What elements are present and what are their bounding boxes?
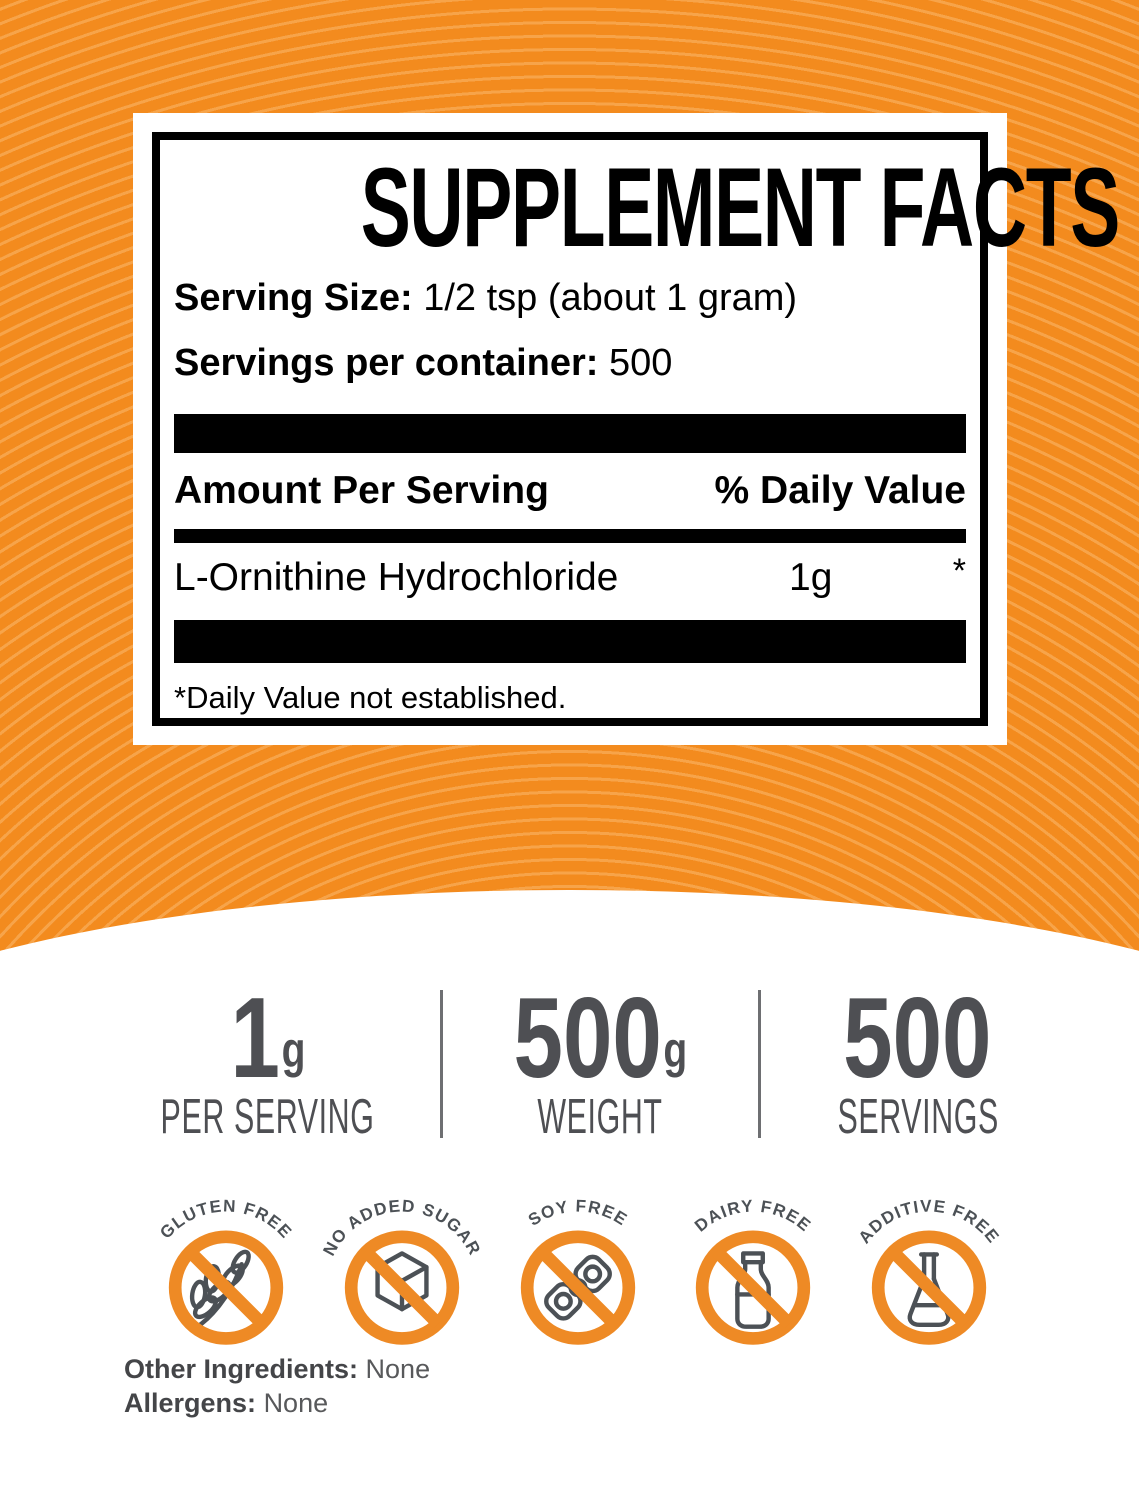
stats-row: 1g PER SERVING 500g WEIGHT 500 SERVINGS: [95, 975, 1075, 1145]
facts-panel-border: SUPPLEMENT FACTS Serving Size: 1/2 tsp (…: [152, 132, 1121, 726]
stat-divider: [440, 990, 444, 1138]
supplement-facts-card: SUPPLEMENT FACTS Serving Size: 1/2 tsp (…: [133, 113, 1121, 745]
prohibition-slash: [888, 1246, 970, 1329]
serving-size-label: Serving Size:: [174, 277, 413, 320]
prohibition-slash: [361, 1246, 443, 1329]
stat-number: 500g: [513, 975, 688, 1102]
badge-arc-label: NO ADDED SUGAR: [319, 1196, 484, 1259]
ingredient-daily-value: *: [952, 552, 966, 591]
other-ingredients-value: None: [365, 1354, 431, 1384]
allergens-value: None: [263, 1388, 329, 1418]
badge-arc-label: SOY FREE: [524, 1197, 630, 1230]
facts-header-row: Amount Per Serving % Daily Value: [174, 469, 966, 514]
amount-per-serving-header: Amount Per Serving: [174, 468, 549, 512]
badge-dairy-free: DAIRY FREE: [667, 1192, 839, 1352]
no-symbol-badge: SOY FREE: [520, 1197, 635, 1345]
ingredient-name: L-Ornithine Hydrochloride: [174, 556, 619, 600]
servings-label: Servings per container:: [174, 342, 599, 385]
stat-weight: 500g WEIGHT: [443, 975, 757, 1145]
prohibition-ring: [871, 1230, 987, 1345]
stat-divider: [757, 990, 761, 1138]
stat-number: 1g: [230, 975, 305, 1102]
allergens-line: Allergens: None: [124, 1386, 430, 1420]
divider-bar-thin: [174, 529, 966, 544]
prohibition-ring: [696, 1230, 811, 1345]
other-ingredients-line: Other Ingredients: None: [124, 1352, 430, 1386]
prohibition-ring: [520, 1230, 635, 1345]
no-symbol-badge: DAIRY FREE: [691, 1196, 815, 1345]
supplement-facts-title: SUPPLEMENT FACTS: [360, 145, 1121, 270]
stat-label: PER SERVING: [160, 1090, 375, 1145]
serving-size-value: 1/2 tsp (about 1 gram): [423, 277, 798, 320]
servings-per-container-line: Servings per container: 500: [174, 338, 966, 389]
ingredient-row: L-Ornithine Hydrochloride 1g *: [174, 553, 966, 600]
curved-white-section: [0, 890, 1139, 1230]
daily-value-footnote: *Daily Value not established.: [174, 680, 567, 716]
stat-number: 500: [842, 975, 992, 1102]
prohibition-ring: [168, 1230, 284, 1345]
stat-label: SERVINGS: [837, 1090, 999, 1145]
badge-no-added-sugar: NO ADDED SUGAR: [316, 1192, 488, 1352]
no-symbol-badge: NO ADDED SUGAR: [319, 1196, 484, 1345]
serving-size-line: Serving Size: 1/2 tsp (about 1 gram): [174, 273, 966, 324]
prohibition-slash: [536, 1246, 619, 1329]
badge-soy-free: SOY FREE: [492, 1192, 664, 1352]
stat-per-serving: 1g PER SERVING: [95, 975, 440, 1145]
no-symbol-badge: GLUTEN FREE: [156, 1196, 295, 1345]
divider-bar-thick: [174, 413, 966, 453]
stat-servings: 500 SERVINGS: [761, 975, 1075, 1145]
other-ingredients-label: Other Ingredients:: [124, 1354, 359, 1384]
badge-arc-label: DAIRY FREE: [691, 1196, 815, 1235]
page-title: SUPPLEMENT FACTS: [174, 151, 1121, 263]
divider-bar-thick: [174, 620, 966, 664]
prohibition-slash: [185, 1246, 267, 1329]
badge-gluten-free: GLUTEN FREE: [140, 1192, 312, 1352]
daily-value-header: % Daily Value: [714, 468, 966, 512]
badge-additive-free: ADDITIVE FREE: [843, 1192, 1015, 1352]
badges-row: GLUTEN FREE NO ADDED SUGAR SOY FREE DAIRY F…: [140, 1192, 1015, 1352]
footer-notes: Other Ingredients: None Allergens: None: [124, 1352, 430, 1420]
prohibition-ring: [344, 1230, 459, 1345]
prohibition-slash: [712, 1246, 794, 1329]
no-symbol-badge: ADDITIVE FREE: [855, 1197, 1002, 1345]
stat-label: WEIGHT: [537, 1090, 663, 1145]
ingredient-amount: 1g: [789, 556, 833, 600]
allergens-label: Allergens:: [124, 1388, 257, 1418]
servings-value: 500: [609, 342, 673, 385]
